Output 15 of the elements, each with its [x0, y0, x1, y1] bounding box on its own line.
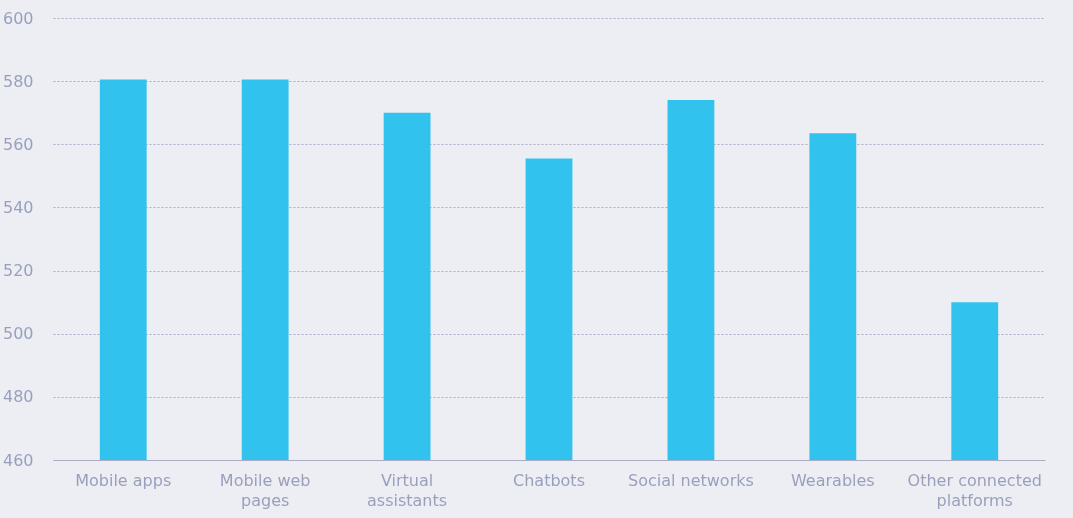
y-tick-label: 580	[2, 71, 34, 91]
x-tick-label: Virtual assistants	[367, 470, 448, 510]
y-tick-label: 500	[2, 324, 34, 344]
y-tick-label: 480	[2, 387, 34, 407]
x-tick-label: Social networks	[628, 470, 754, 490]
x-tick-label: Mobile apps	[75, 470, 172, 490]
y-tick-label: 520	[2, 261, 34, 281]
x-tick-label: Mobile web pages	[219, 470, 311, 510]
x-tick-label: Wearables	[790, 470, 875, 490]
y-tick-label: 540	[2, 197, 34, 217]
x-tick-label: Chatbots	[513, 470, 585, 490]
y-tick-label: 600	[2, 8, 34, 28]
y-tick-label: 460	[2, 450, 34, 470]
x-tick-label: Other connected platforms	[907, 470, 1042, 510]
y-tick-label: 560	[2, 134, 34, 154]
